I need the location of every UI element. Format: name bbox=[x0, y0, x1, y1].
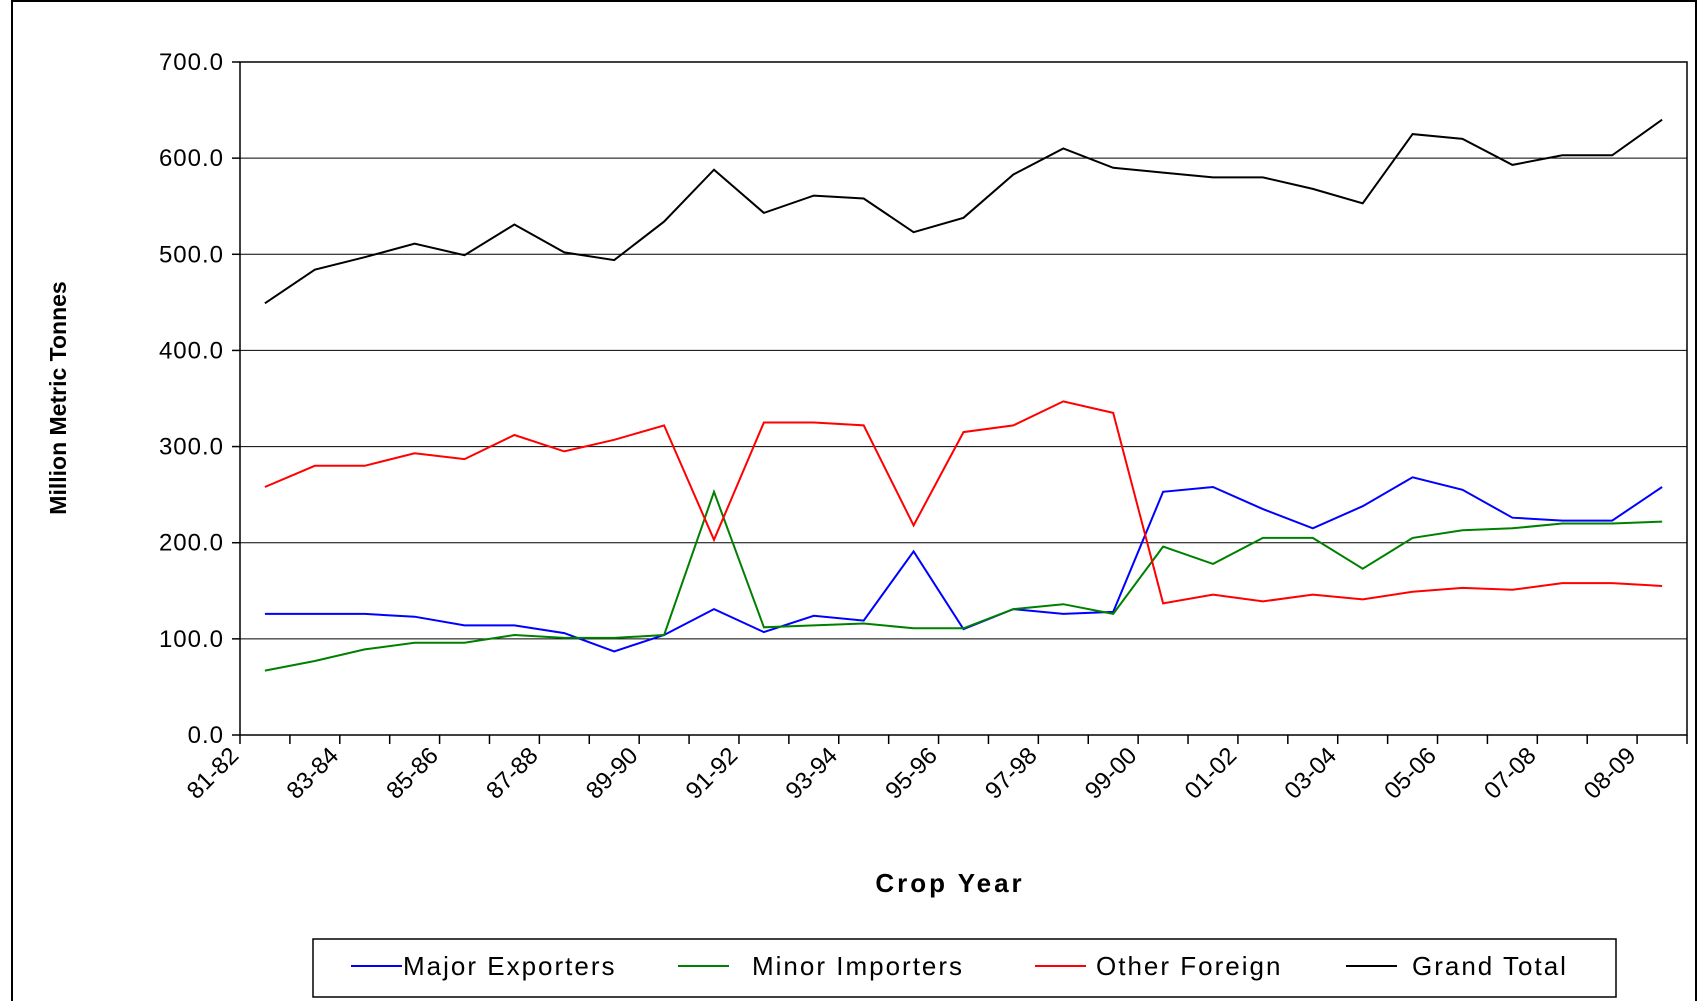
y-tick-label: 400.0 bbox=[159, 337, 224, 364]
y-tick-label: 300.0 bbox=[159, 434, 224, 461]
y-tick-label: 500.0 bbox=[159, 241, 224, 268]
series-line bbox=[264, 488, 1663, 672]
legend-label: Major Exporters bbox=[403, 951, 617, 981]
legend bbox=[312, 938, 1617, 998]
y-tick-label: 700.0 bbox=[159, 49, 224, 76]
legend-label: Grand Total bbox=[1412, 951, 1568, 981]
plot-area bbox=[239, 61, 1688, 736]
y-tick-label: 100.0 bbox=[159, 626, 224, 653]
y-axis-label: Million Metric Tonnes bbox=[45, 281, 71, 514]
legend-label: Other Foreign bbox=[1096, 951, 1282, 981]
y-tick-label: 600.0 bbox=[159, 145, 224, 172]
series-line bbox=[264, 400, 1663, 605]
y-tick-label: 0.0 bbox=[188, 722, 224, 749]
series-line bbox=[264, 118, 1663, 305]
y-tick-label: 200.0 bbox=[159, 530, 224, 557]
legend-label: Minor Importers bbox=[752, 951, 964, 981]
x-axis-label: Crop Year bbox=[875, 868, 1024, 898]
